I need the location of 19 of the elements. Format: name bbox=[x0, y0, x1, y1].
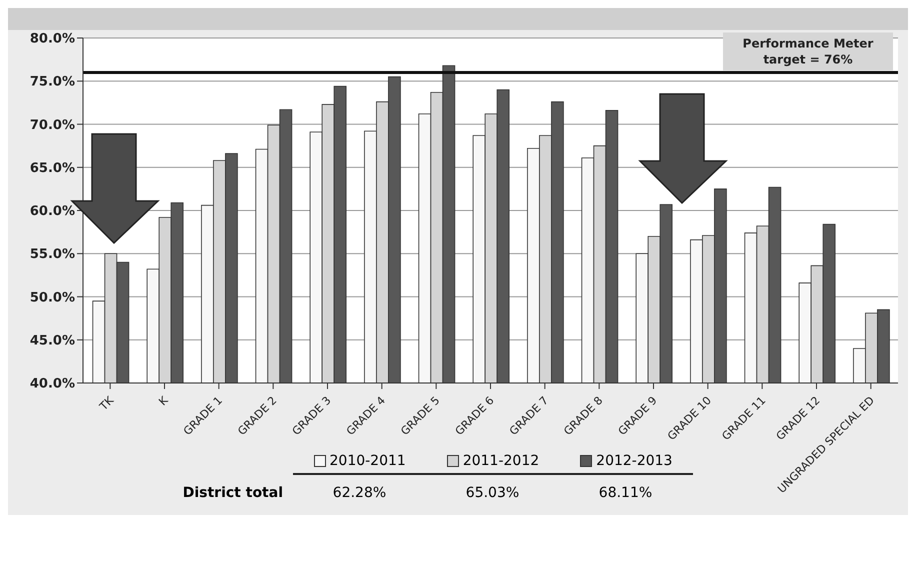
legend-label: 2011-2012 bbox=[462, 453, 540, 469]
text: 65.03% bbox=[464, 485, 520, 501]
y-tick-label: 70.0% bbox=[30, 118, 75, 133]
text: 68.11% bbox=[598, 485, 654, 501]
legend-label: 2012-2013 bbox=[596, 453, 672, 469]
y-tick-label: 55.0% bbox=[30, 247, 75, 262]
text: District total bbox=[182, 485, 284, 501]
y-tick-label: 80.0% bbox=[30, 32, 75, 47]
y-tick-label: 60.0% bbox=[30, 204, 75, 220]
x-tick-label: K bbox=[156, 393, 172, 408]
y-tick-label: 50.0% bbox=[30, 290, 75, 306]
y-tick-label: 45.0% bbox=[30, 333, 75, 348]
x-tick-label: TK bbox=[96, 393, 117, 414]
text: 62.28% bbox=[332, 485, 388, 501]
legend-label: 2010-2011 bbox=[330, 453, 406, 469]
y-tick-label: 40.0% bbox=[30, 376, 75, 392]
ref-line-label: Performance Meter target = 76% bbox=[742, 36, 874, 66]
y-tick-label: 75.0% bbox=[30, 74, 75, 90]
y-tick-label: 65.0% bbox=[30, 160, 75, 176]
